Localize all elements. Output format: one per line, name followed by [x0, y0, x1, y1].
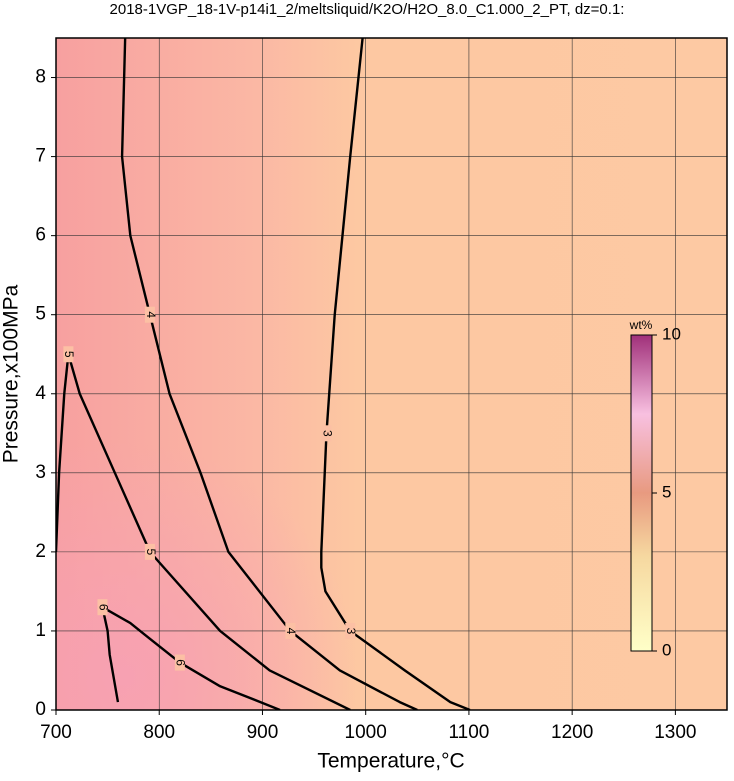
contour-line	[56, 353, 351, 710]
chart-title: 2018-1VGP_18-1V-p14i1_2/meltsliquid/K2O/…	[110, 1, 625, 18]
y-tick-label: 0	[35, 699, 46, 720]
y-tick-label: 4	[35, 383, 46, 404]
contour-label-bg	[321, 425, 332, 442]
contour-line	[101, 606, 281, 710]
x-tick-label: 1200	[551, 722, 593, 743]
plot-frame	[55, 37, 728, 711]
contour-line	[120, 38, 418, 710]
x-tick-label: 900	[247, 722, 279, 743]
contour-label: 3	[320, 430, 334, 437]
contour-label: 4	[144, 311, 158, 318]
y-tick-label: 8	[35, 67, 46, 88]
y-tick-label: 5	[35, 304, 46, 325]
y-tick-label: 7	[35, 146, 46, 167]
contour-label-bg	[345, 622, 356, 639]
plot-shading	[56, 38, 727, 710]
contour-label: 5	[144, 549, 158, 556]
colorbar-label: wt%	[629, 318, 653, 332]
contour-label-bg	[174, 654, 185, 671]
contour-label-bg	[144, 306, 155, 323]
x-axis-label: Temperature,°C	[317, 750, 464, 773]
contour-label: 6	[174, 659, 188, 666]
colorbar-tick-label: 10	[662, 324, 681, 343]
x-tick-label: 700	[40, 722, 72, 743]
y-tick-label: 3	[35, 462, 46, 483]
x-tick-label: 1000	[345, 722, 387, 743]
y-tick-label: 6	[35, 225, 46, 246]
contour-label-bg	[97, 599, 108, 616]
contour-label: 5	[62, 351, 76, 358]
contour-label: 6	[96, 604, 110, 611]
x-tick-label: 800	[143, 722, 175, 743]
colorbar-tick-label: 5	[662, 482, 671, 501]
contours: 3 3 4 4 5 5 6 6	[56, 38, 471, 710]
contour-label: 3	[344, 628, 358, 635]
y-axis-label: Pressure,x100MPa	[0, 284, 23, 463]
y-tick-label: 2	[35, 541, 46, 562]
x-tick-label: 1300	[654, 722, 696, 743]
colorbar-tick-label: 0	[662, 640, 671, 659]
x-tick-label: 1100	[448, 722, 489, 743]
colorbar	[630, 334, 653, 652]
contour-line	[320, 38, 471, 710]
contour-label: 4	[284, 628, 298, 635]
y-tick-label: 1	[35, 620, 46, 641]
contour-label-bg	[63, 346, 74, 363]
contour-label-bg	[144, 543, 155, 560]
contour-label-bg	[285, 622, 296, 639]
